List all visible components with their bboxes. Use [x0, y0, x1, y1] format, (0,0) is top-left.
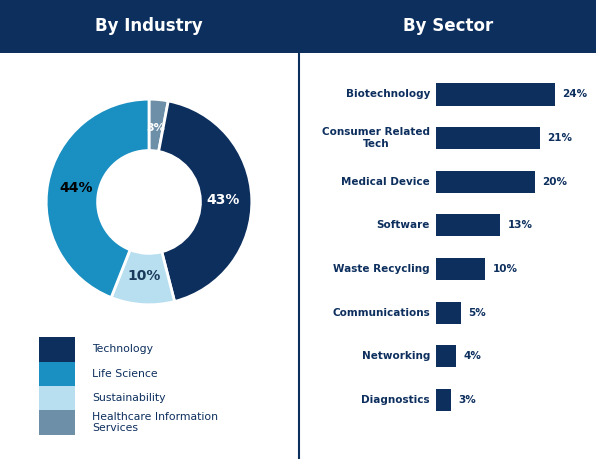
- Text: 20%: 20%: [542, 177, 567, 187]
- Text: 5%: 5%: [468, 308, 486, 318]
- Text: 10%: 10%: [493, 264, 518, 274]
- Text: 21%: 21%: [547, 133, 572, 143]
- Text: Technology: Technology: [92, 344, 153, 354]
- Bar: [39, 410, 74, 435]
- Text: By Industry: By Industry: [95, 17, 203, 35]
- Text: 43%: 43%: [206, 193, 240, 207]
- Bar: [436, 302, 461, 324]
- Text: Biotechnology: Biotechnology: [346, 90, 430, 100]
- Text: 44%: 44%: [60, 181, 93, 195]
- Text: Software: Software: [377, 220, 430, 230]
- Text: Medical Device: Medical Device: [342, 177, 430, 187]
- Text: Sustainability: Sustainability: [92, 393, 166, 403]
- Bar: [436, 171, 535, 193]
- Text: 24%: 24%: [562, 90, 587, 100]
- Text: 3%: 3%: [458, 395, 476, 405]
- Bar: [436, 345, 456, 367]
- Text: Networking: Networking: [362, 351, 430, 361]
- Text: 13%: 13%: [508, 220, 533, 230]
- Bar: [300, 0, 596, 53]
- Text: 10%: 10%: [128, 269, 161, 283]
- Bar: [436, 127, 540, 149]
- Wedge shape: [46, 99, 149, 297]
- Bar: [436, 389, 451, 411]
- Wedge shape: [111, 250, 175, 305]
- Text: Communications: Communications: [333, 308, 430, 318]
- Bar: [436, 258, 485, 280]
- Text: Life Science: Life Science: [92, 369, 158, 379]
- Text: Diagnostics: Diagnostics: [362, 395, 430, 405]
- Bar: [0, 0, 298, 53]
- Bar: [436, 84, 554, 106]
- Bar: [39, 386, 74, 410]
- Bar: [39, 337, 74, 362]
- Text: 4%: 4%: [463, 351, 481, 361]
- Wedge shape: [159, 101, 252, 302]
- Text: Healthcare Information
Services: Healthcare Information Services: [92, 412, 218, 433]
- Text: Waste Recycling: Waste Recycling: [334, 264, 430, 274]
- Bar: [39, 362, 74, 386]
- Text: By Sector: By Sector: [403, 17, 493, 35]
- Wedge shape: [149, 99, 168, 151]
- Text: Consumer Related
Tech: Consumer Related Tech: [322, 127, 430, 149]
- Bar: [436, 214, 500, 236]
- Text: 3%: 3%: [147, 123, 165, 133]
